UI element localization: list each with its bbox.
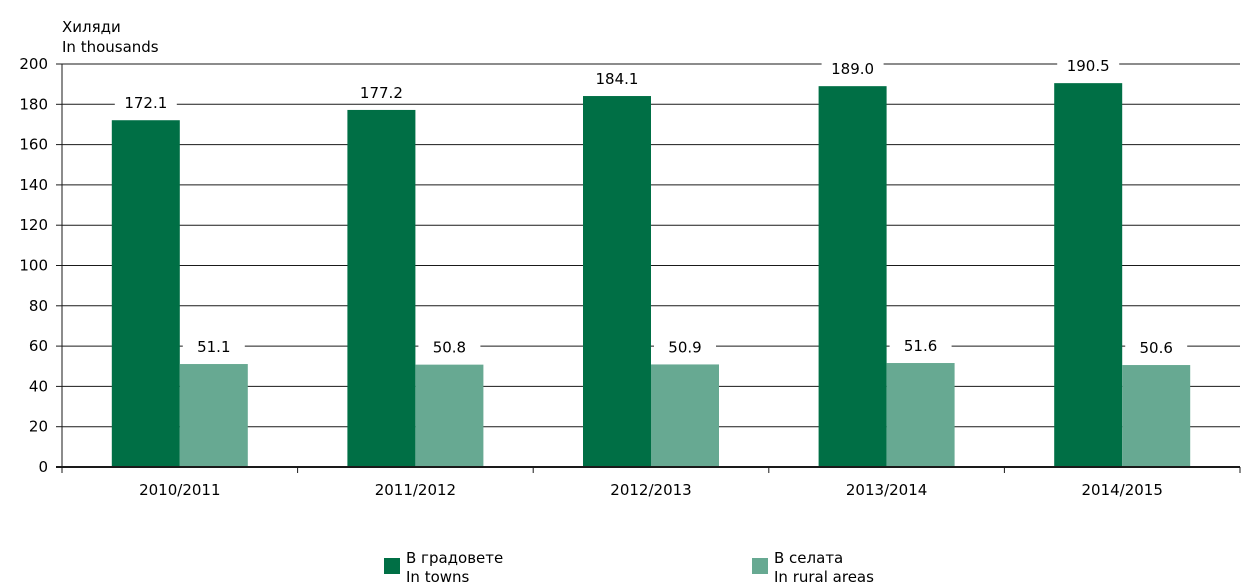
x-tick-label: 2011/2012 xyxy=(375,481,456,499)
data-label-background xyxy=(586,69,648,90)
y-tick-label: 20 xyxy=(29,418,48,436)
legend-label-bg: В селата xyxy=(774,549,843,567)
y-tick-label: 160 xyxy=(19,136,48,154)
data-label-background xyxy=(350,82,413,103)
bar-rural xyxy=(886,363,955,467)
data-label-background xyxy=(821,59,884,80)
y-tick-label: 140 xyxy=(19,176,48,194)
data-label-background xyxy=(1057,56,1120,77)
x-tick-label: 2014/2015 xyxy=(1081,481,1162,499)
y-tick-label: 80 xyxy=(29,297,48,315)
data-label: 51.6 xyxy=(904,337,937,355)
bar-towns xyxy=(111,120,180,467)
bar-rural xyxy=(651,364,719,467)
y-tick-label: 0 xyxy=(38,458,48,476)
legend-label-en: In towns xyxy=(406,568,470,584)
y-tick-label: 180 xyxy=(19,95,48,113)
x-tick-label: 2012/2013 xyxy=(610,481,691,499)
bars: 172.1 51.1 177.2 50.8 184.1 50.9 189.0 51.6 190.… xyxy=(111,56,1191,467)
bar-towns xyxy=(818,86,887,467)
data-label-background xyxy=(654,337,716,358)
bar-rural xyxy=(415,364,484,467)
data-label-background xyxy=(889,336,952,357)
x-tick-label: 2013/2014 xyxy=(846,481,927,499)
data-label: 50.8 xyxy=(433,339,466,357)
data-label-background xyxy=(418,337,481,358)
x-axis: 2010/2011 2011/2012 2012/2013 2013/2014 2014… xyxy=(56,466,1241,499)
data-label: 51.1 xyxy=(197,338,230,356)
data-label: 190.5 xyxy=(1067,57,1110,75)
y-axis-unit-label-bg: Хиляди xyxy=(62,18,121,36)
y-tick-label: 200 xyxy=(19,55,48,73)
data-label-background xyxy=(1125,338,1188,359)
bar-towns xyxy=(1054,83,1123,467)
data-label: 50.6 xyxy=(1139,339,1172,357)
data-label: 189.0 xyxy=(831,60,874,78)
bar-rural xyxy=(1122,365,1191,467)
y-axis-ticks: 0 20 40 60 80 100 120 140 160 180 200 xyxy=(19,55,63,476)
y-axis-unit-label-en: In thousands xyxy=(62,38,159,56)
legend-label-en: In rural areas xyxy=(774,568,874,584)
legend-label-bg: В градовете xyxy=(406,549,503,567)
data-label: 184.1 xyxy=(596,70,639,88)
y-tick-label: 100 xyxy=(19,257,48,275)
data-label-background xyxy=(182,337,245,358)
y-tick-label: 60 xyxy=(29,337,48,355)
bar-towns xyxy=(347,109,416,467)
data-label-background xyxy=(114,93,177,114)
y-tick-label: 40 xyxy=(29,377,48,395)
x-tick-label: 2010/2011 xyxy=(139,481,220,499)
bar-towns xyxy=(583,96,651,467)
y-tick-label: 120 xyxy=(19,216,48,234)
bar-rural xyxy=(179,364,248,467)
legend-swatch xyxy=(384,558,400,574)
data-label: 177.2 xyxy=(360,84,403,102)
data-label: 50.9 xyxy=(668,338,701,356)
data-label: 172.1 xyxy=(124,94,167,112)
legend-swatch xyxy=(752,558,768,574)
